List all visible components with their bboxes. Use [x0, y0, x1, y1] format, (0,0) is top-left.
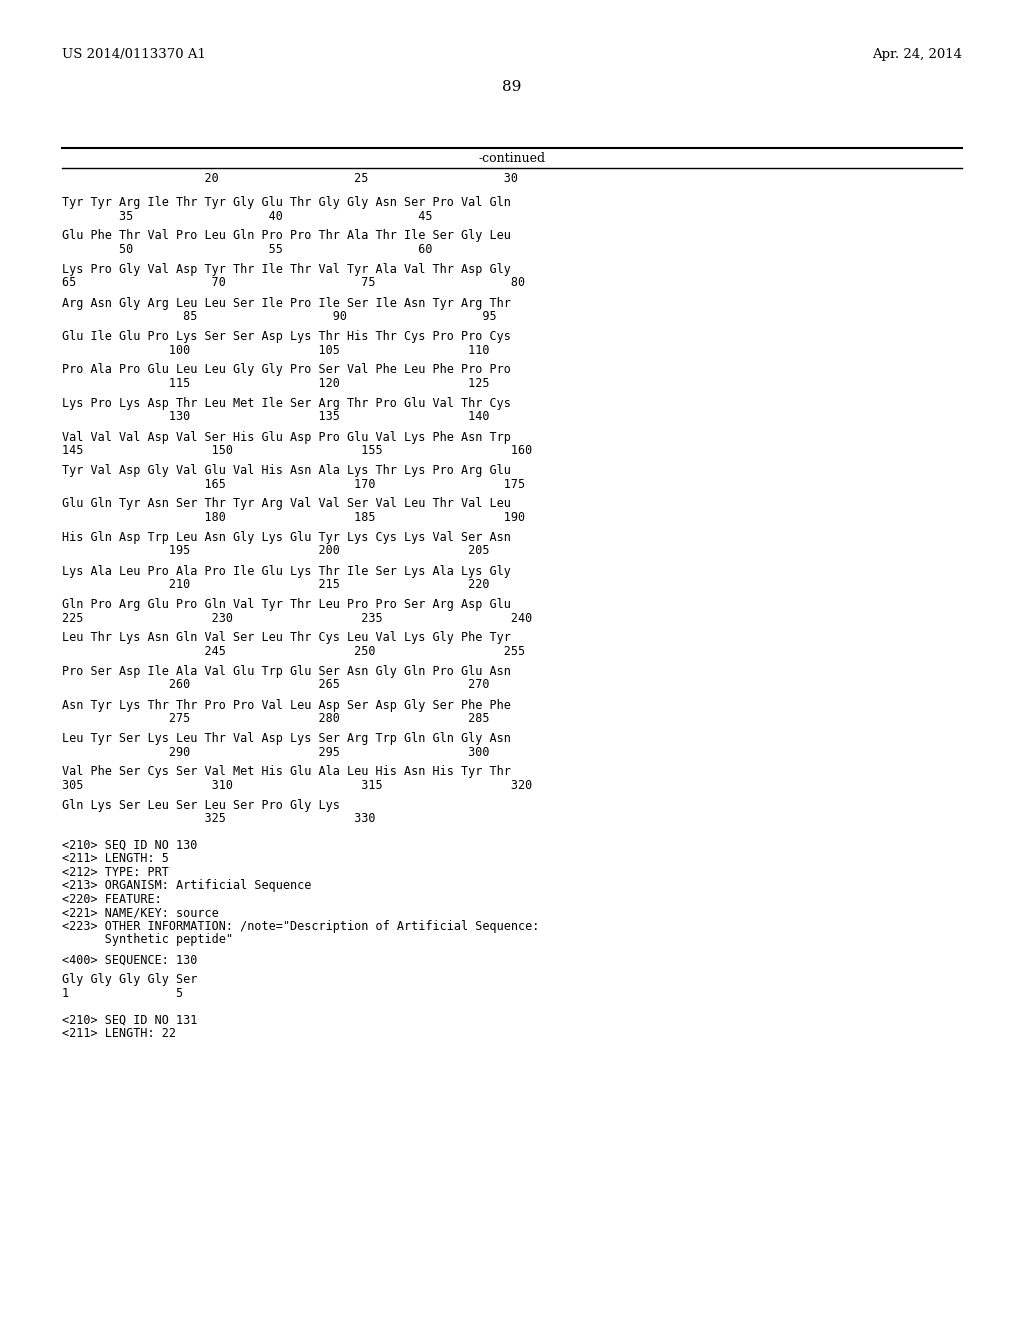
Text: 225                  230                  235                  240: 225 230 235 240 [62, 611, 532, 624]
Text: Leu Thr Lys Asn Gln Val Ser Leu Thr Cys Leu Val Lys Gly Phe Tyr: Leu Thr Lys Asn Gln Val Ser Leu Thr Cys … [62, 631, 511, 644]
Text: <221> NAME/KEY: source: <221> NAME/KEY: source [62, 907, 219, 920]
Text: 260                  265                  270: 260 265 270 [62, 678, 489, 692]
Text: US 2014/0113370 A1: US 2014/0113370 A1 [62, 48, 206, 61]
Text: Glu Gln Tyr Asn Ser Thr Tyr Arg Val Val Ser Val Leu Thr Val Leu: Glu Gln Tyr Asn Ser Thr Tyr Arg Val Val … [62, 498, 511, 511]
Text: <211> LENGTH: 22: <211> LENGTH: 22 [62, 1027, 176, 1040]
Text: 35                   40                   45: 35 40 45 [62, 210, 432, 223]
Text: <212> TYPE: PRT: <212> TYPE: PRT [62, 866, 169, 879]
Text: 275                  280                  285: 275 280 285 [62, 711, 489, 725]
Text: Lys Pro Gly Val Asp Tyr Thr Ile Thr Val Tyr Ala Val Thr Asp Gly: Lys Pro Gly Val Asp Tyr Thr Ile Thr Val … [62, 263, 511, 276]
Text: Tyr Val Asp Gly Val Glu Val His Asn Ala Lys Thr Lys Pro Arg Glu: Tyr Val Asp Gly Val Glu Val His Asn Ala … [62, 465, 511, 477]
Text: 100                  105                  110: 100 105 110 [62, 343, 489, 356]
Text: Pro Ala Pro Glu Leu Leu Gly Gly Pro Ser Val Phe Leu Phe Pro Pro: Pro Ala Pro Glu Leu Leu Gly Gly Pro Ser … [62, 363, 511, 376]
Text: 20                   25                   30: 20 25 30 [62, 172, 518, 185]
Text: Gly Gly Gly Gly Ser: Gly Gly Gly Gly Ser [62, 974, 198, 986]
Text: 65                   70                   75                   80: 65 70 75 80 [62, 276, 525, 289]
Text: Asn Tyr Lys Thr Thr Pro Pro Val Leu Asp Ser Asp Gly Ser Phe Phe: Asn Tyr Lys Thr Thr Pro Pro Val Leu Asp … [62, 698, 511, 711]
Text: 180                  185                  190: 180 185 190 [62, 511, 525, 524]
Text: 50                   55                   60: 50 55 60 [62, 243, 432, 256]
Text: <213> ORGANISM: Artificial Sequence: <213> ORGANISM: Artificial Sequence [62, 879, 311, 892]
Text: Arg Asn Gly Arg Leu Leu Ser Ile Pro Ile Ser Ile Asn Tyr Arg Thr: Arg Asn Gly Arg Leu Leu Ser Ile Pro Ile … [62, 297, 511, 309]
Text: 1               5: 1 5 [62, 987, 183, 1001]
Text: 130                  135                  140: 130 135 140 [62, 411, 489, 424]
Text: Synthetic peptide": Synthetic peptide" [62, 933, 233, 946]
Text: 305                  310                  315                  320: 305 310 315 320 [62, 779, 532, 792]
Text: Gln Pro Arg Glu Pro Gln Val Tyr Thr Leu Pro Pro Ser Arg Asp Glu: Gln Pro Arg Glu Pro Gln Val Tyr Thr Leu … [62, 598, 511, 611]
Text: Lys Ala Leu Pro Ala Pro Ile Glu Lys Thr Ile Ser Lys Ala Lys Gly: Lys Ala Leu Pro Ala Pro Ile Glu Lys Thr … [62, 565, 511, 578]
Text: <223> OTHER INFORMATION: /note="Description of Artificial Sequence:: <223> OTHER INFORMATION: /note="Descript… [62, 920, 540, 933]
Text: 290                  295                  300: 290 295 300 [62, 746, 489, 759]
Text: Apr. 24, 2014: Apr. 24, 2014 [872, 48, 962, 61]
Text: 325                  330: 325 330 [62, 813, 376, 825]
Text: 195                  200                  205: 195 200 205 [62, 544, 489, 557]
Text: <211> LENGTH: 5: <211> LENGTH: 5 [62, 853, 169, 866]
Text: Gln Lys Ser Leu Ser Leu Ser Pro Gly Lys: Gln Lys Ser Leu Ser Leu Ser Pro Gly Lys [62, 799, 340, 812]
Text: Pro Ser Asp Ile Ala Val Glu Trp Glu Ser Asn Gly Gln Pro Glu Asn: Pro Ser Asp Ile Ala Val Glu Trp Glu Ser … [62, 665, 511, 678]
Text: 245                  250                  255: 245 250 255 [62, 645, 525, 657]
Text: 85                   90                   95: 85 90 95 [62, 310, 497, 323]
Text: -continued: -continued [478, 152, 546, 165]
Text: 115                  120                  125: 115 120 125 [62, 378, 489, 389]
Text: Leu Tyr Ser Lys Leu Thr Val Asp Lys Ser Arg Trp Gln Gln Gly Asn: Leu Tyr Ser Lys Leu Thr Val Asp Lys Ser … [62, 733, 511, 744]
Text: <210> SEQ ID NO 130: <210> SEQ ID NO 130 [62, 840, 198, 851]
Text: <220> FEATURE:: <220> FEATURE: [62, 894, 162, 906]
Text: 145                  150                  155                  160: 145 150 155 160 [62, 444, 532, 457]
Text: <400> SEQUENCE: 130: <400> SEQUENCE: 130 [62, 953, 198, 966]
Text: 210                  215                  220: 210 215 220 [62, 578, 489, 591]
Text: His Gln Asp Trp Leu Asn Gly Lys Glu Tyr Lys Cys Lys Val Ser Asn: His Gln Asp Trp Leu Asn Gly Lys Glu Tyr … [62, 531, 511, 544]
Text: 89: 89 [503, 81, 521, 94]
Text: <210> SEQ ID NO 131: <210> SEQ ID NO 131 [62, 1014, 198, 1027]
Text: Val Phe Ser Cys Ser Val Met His Glu Ala Leu His Asn His Tyr Thr: Val Phe Ser Cys Ser Val Met His Glu Ala … [62, 766, 511, 779]
Text: Tyr Tyr Arg Ile Thr Tyr Gly Glu Thr Gly Gly Asn Ser Pro Val Gln: Tyr Tyr Arg Ile Thr Tyr Gly Glu Thr Gly … [62, 195, 511, 209]
Text: Glu Phe Thr Val Pro Leu Gln Pro Pro Thr Ala Thr Ile Ser Gly Leu: Glu Phe Thr Val Pro Leu Gln Pro Pro Thr … [62, 230, 511, 243]
Text: Glu Ile Glu Pro Lys Ser Ser Asp Lys Thr His Thr Cys Pro Pro Cys: Glu Ile Glu Pro Lys Ser Ser Asp Lys Thr … [62, 330, 511, 343]
Text: 165                  170                  175: 165 170 175 [62, 478, 525, 491]
Text: Lys Pro Lys Asp Thr Leu Met Ile Ser Arg Thr Pro Glu Val Thr Cys: Lys Pro Lys Asp Thr Leu Met Ile Ser Arg … [62, 397, 511, 411]
Text: Val Val Val Asp Val Ser His Glu Asp Pro Glu Val Lys Phe Asn Trp: Val Val Val Asp Val Ser His Glu Asp Pro … [62, 430, 511, 444]
